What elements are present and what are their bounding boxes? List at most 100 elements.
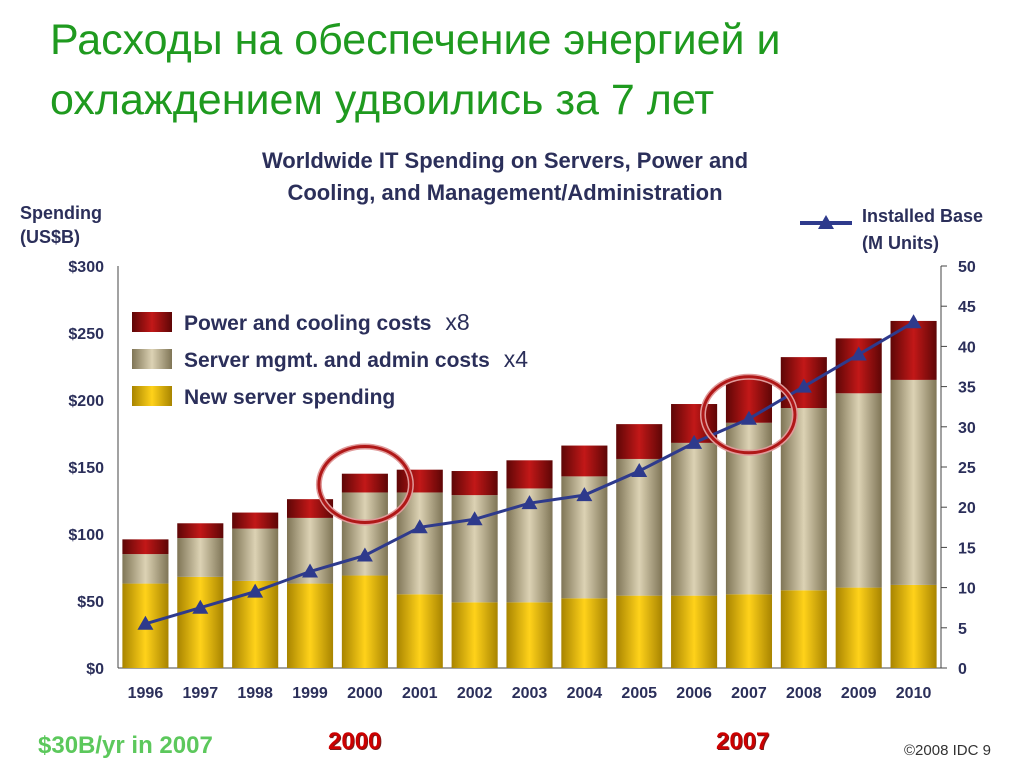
- bar-power-and-cooling-costs-2005: [616, 424, 663, 459]
- legend-swatch-2: [132, 386, 172, 406]
- bar-server-mgmt-and-admin-costs-1996: [122, 554, 169, 584]
- bar-server-mgmt-and-admin-costs-1997: [177, 538, 224, 577]
- y-axis-ticks: $0 $50 $100 $150 $200 $250 $300: [68, 259, 104, 678]
- y-tick-label: $300: [68, 259, 104, 276]
- y2-tick-label: 50: [958, 259, 976, 276]
- bar-new-server-spending-1997: [177, 576, 224, 668]
- chart-title-line-2: Cooling, and Management/Administration: [287, 180, 722, 205]
- legend-swatch-0: [132, 312, 172, 332]
- slide-title-line-1: Расходы на обеспечение энергией и: [50, 16, 781, 64]
- x-tick-label: 2010: [896, 685, 932, 702]
- bar-server-mgmt-and-admin-costs-2001: [396, 492, 443, 595]
- bar-server-mgmt-and-admin-costs-2002: [451, 495, 498, 603]
- y-tick-label: $200: [68, 393, 104, 410]
- y2-tick-label: 15: [958, 540, 976, 557]
- installed-base-point-2002: [466, 511, 483, 526]
- installed-base-point-2000: [356, 547, 373, 562]
- installed-base-point-2001: [411, 519, 428, 534]
- legend: Power and cooling costs x8 Server mgmt. an…: [132, 309, 528, 409]
- bar-server-mgmt-and-admin-costs-2006: [671, 442, 718, 596]
- y-tick-label: $100: [68, 527, 104, 544]
- y2-axis-ticks: 0 5 10 15 20 25 30 35 40 45 50: [941, 259, 976, 678]
- bar-server-mgmt-and-admin-costs-2000: [341, 492, 388, 576]
- bar-power-and-cooling-costs-1999: [286, 499, 334, 518]
- y2-tick-label: 0: [958, 661, 967, 678]
- annotation-text: $30B/yr in 2007: [38, 732, 213, 759]
- y2-tick-label: 5: [958, 621, 967, 638]
- installed-base-point-1998: [247, 583, 264, 598]
- bar-power-and-cooling-costs-2002: [451, 471, 498, 496]
- x-tick-label: 2007: [731, 685, 767, 702]
- y2-tick-label: 40: [958, 339, 976, 356]
- x-tick-label: 1998: [237, 685, 273, 702]
- installed-base-point-2008: [795, 378, 812, 393]
- bar-power-and-cooling-costs-2010: [890, 320, 937, 380]
- installed-base-line: [137, 314, 922, 630]
- x-tick-label: 2003: [512, 685, 548, 702]
- installed-base-point-1997: [192, 599, 209, 614]
- highlight-circle-2007: [701, 375, 797, 455]
- y2-axis-label-line-1: Installed Base: [862, 206, 983, 226]
- installed-base-point-1996: [137, 615, 154, 630]
- y-tick-label: $150: [68, 460, 104, 477]
- x-tick-label: 1996: [128, 685, 164, 702]
- highlight-circle-2000: [317, 444, 413, 524]
- legend-swatch-1: [132, 349, 172, 369]
- bar-server-mgmt-and-admin-costs-2010: [890, 379, 937, 585]
- bar-power-and-cooling-costs-2003: [506, 460, 553, 489]
- x-tick-label: 2006: [676, 685, 712, 702]
- x-tick-label: 1997: [183, 685, 219, 702]
- legend-multiplier-0: x8: [445, 309, 469, 335]
- bar-server-mgmt-and-admin-costs-2005: [616, 458, 663, 596]
- bar-new-server-spending-1999: [286, 583, 334, 668]
- x-tick-label: 2002: [457, 685, 493, 702]
- bar-new-server-spending-2009: [835, 587, 882, 668]
- installed-base-point-2004: [576, 487, 593, 502]
- bar-server-mgmt-and-admin-costs-1998: [232, 528, 279, 581]
- bar-new-server-spending-2002: [451, 602, 498, 668]
- y-tick-label: $250: [68, 326, 104, 343]
- bar-stacks: [122, 320, 937, 668]
- y2-tick-label: 45: [958, 299, 976, 316]
- bar-power-and-cooling-costs-2001: [396, 469, 443, 493]
- bar-new-server-spending-2003: [506, 602, 553, 668]
- slide-title-line-2: охлаждением удвоились за 7 лет: [50, 76, 715, 124]
- bar-new-server-spending-2004: [561, 598, 608, 668]
- installed-base-point-2007: [740, 410, 757, 425]
- bar-new-server-spending-2010: [890, 584, 937, 668]
- y-tick-label: $50: [77, 594, 104, 611]
- x-tick-label: 2004: [567, 685, 603, 702]
- bar-new-server-spending-2006: [671, 595, 718, 668]
- highlight-circles: [315, 373, 798, 526]
- installed-base-point-2003: [521, 495, 538, 510]
- slide-title: Расходы на обеспечение энергией и охлажд…: [50, 10, 990, 130]
- y2-tick-label: 20: [958, 500, 976, 517]
- chart-title-line-1: Worldwide IT Spending on Servers, Power …: [262, 148, 748, 173]
- x-tick-label: 2009: [841, 685, 877, 702]
- legend-multiplier-1: x4: [504, 346, 529, 372]
- bar-server-mgmt-and-admin-costs-2009: [835, 393, 882, 588]
- legend-label-1: Server mgmt. and admin costs: [184, 349, 490, 372]
- bar-new-server-spending-2000: [341, 575, 388, 668]
- y2-tick-label: 25: [958, 460, 976, 477]
- highlight-year-2000: 2000: [328, 728, 382, 755]
- installed-base-point-2005: [631, 463, 648, 478]
- x-axis-ticks: 1996 1997 1998 1999 2000 2001 2002 2003 2004 2005…: [128, 685, 932, 702]
- x-tick-label: 1999: [292, 685, 328, 702]
- y2-tick-label: 30: [958, 420, 976, 437]
- x-tick-label: 2005: [621, 685, 657, 702]
- x-tick-label: 2008: [786, 685, 822, 702]
- installed-base-legend-marker: [818, 215, 834, 229]
- y2-axis-label-line-2: (M Units): [862, 233, 939, 253]
- bar-power-and-cooling-costs-1996: [122, 539, 169, 555]
- bar-new-server-spending-2005: [616, 595, 663, 668]
- y-axis-label-line-1: Spending: [20, 203, 102, 223]
- x-tick-label: 2000: [347, 685, 383, 702]
- installed-base-point-2006: [686, 434, 703, 449]
- bar-new-server-spending-2008: [780, 590, 827, 668]
- bar-new-server-spending-2001: [396, 594, 443, 668]
- legend-label-0: Power and cooling costs: [184, 312, 431, 335]
- installed-base-point-2010: [905, 314, 922, 329]
- bar-new-server-spending-2007: [725, 594, 773, 668]
